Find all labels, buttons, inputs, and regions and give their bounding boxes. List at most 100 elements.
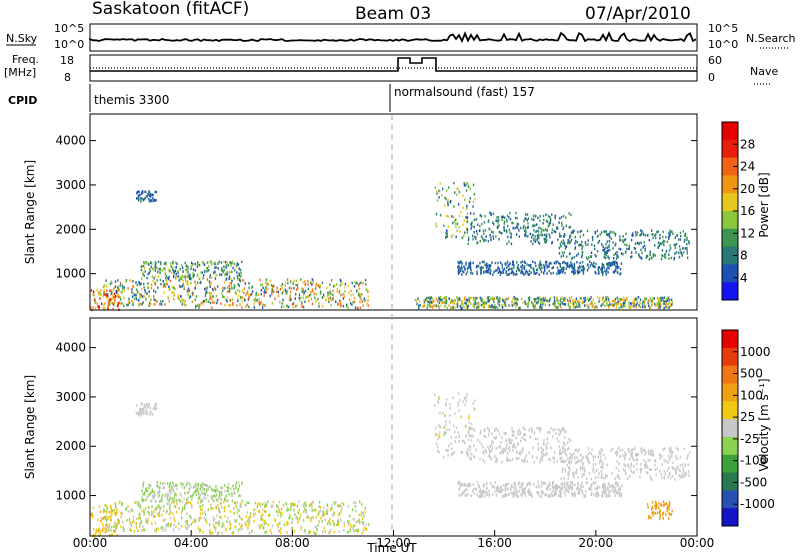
- power-cell: [576, 300, 578, 303]
- colorbar-tick-label: 1000: [740, 345, 771, 359]
- velocity-cell: [286, 509, 288, 512]
- power-cell: [647, 299, 650, 302]
- power-cell: [445, 300, 447, 303]
- power-cell: [142, 271, 144, 274]
- velocity-cell: [215, 521, 217, 525]
- power-cell: [106, 293, 109, 296]
- power-cell: [641, 230, 643, 233]
- velocity-cell: [253, 520, 255, 523]
- power-cell: [545, 299, 548, 302]
- power-cell: [512, 221, 514, 225]
- power-cell: [416, 302, 418, 306]
- velocity-cell: [263, 522, 265, 526]
- velocity-cell: [105, 529, 108, 533]
- power-cell: [679, 238, 681, 241]
- power-cell: [422, 305, 425, 308]
- power-cell: [92, 293, 94, 297]
- velocity-cell: [667, 517, 670, 520]
- power-cell: [473, 305, 475, 308]
- velocity-cell: [198, 493, 200, 496]
- power-cell: [117, 301, 119, 305]
- power-cell: [223, 260, 225, 264]
- velocity-cell: [303, 504, 305, 508]
- power-cell: [446, 235, 449, 238]
- velocity-cell: [347, 530, 349, 534]
- power-cell: [649, 252, 651, 256]
- power-cell: [465, 263, 467, 266]
- power-cell: [521, 264, 524, 267]
- power-cell: [473, 305, 476, 309]
- nsky-label: N.Sky: [6, 32, 38, 45]
- power-cell: [142, 198, 145, 201]
- power-cell: [598, 300, 600, 303]
- power-cell: [260, 289, 263, 292]
- power-cell: [503, 303, 505, 307]
- power-cell: [559, 232, 561, 235]
- power-cell: [654, 234, 656, 238]
- power-cell: [458, 214, 461, 218]
- velocity-cell: [543, 438, 545, 442]
- power-cell: [576, 305, 578, 308]
- power-cell: [499, 297, 501, 300]
- velocity-cell: [240, 505, 242, 508]
- power-cell: [581, 253, 584, 257]
- power-cell: [228, 290, 231, 293]
- velocity-cell: [570, 481, 572, 484]
- velocity-cell: [248, 521, 250, 524]
- power-cell: [367, 289, 369, 293]
- power-cell: [339, 289, 341, 293]
- velocity-cell: [274, 519, 277, 522]
- velocity-cell: [203, 496, 205, 499]
- velocity-cell: [568, 460, 571, 463]
- velocity-cell: [249, 515, 252, 519]
- power-cell: [569, 225, 572, 229]
- power-cell: [157, 270, 159, 274]
- power-cell: [435, 222, 437, 225]
- power-cell: [457, 269, 460, 272]
- power-cell: [537, 299, 539, 302]
- power-cell: [572, 270, 574, 273]
- velocity-cell: [189, 514, 191, 518]
- freq-label: Freq.: [12, 53, 39, 66]
- velocity-cell: [176, 502, 178, 506]
- power-cell: [463, 219, 466, 222]
- velocity-cell: [468, 426, 471, 430]
- power-cell: [178, 279, 180, 282]
- power-cell: [295, 279, 297, 283]
- velocity-cell: [202, 492, 204, 495]
- velocity-cell: [630, 462, 632, 466]
- power-cell: [591, 305, 593, 308]
- velocity-cell: [653, 511, 655, 514]
- power-cell: [455, 235, 457, 239]
- power-cell: [475, 297, 477, 300]
- velocity-cell: [143, 412, 145, 415]
- velocity-cell: [293, 529, 296, 533]
- velocity-cell: [577, 481, 579, 485]
- velocity-cell: [449, 402, 451, 406]
- velocity-cell: [470, 452, 473, 456]
- velocity-cell: [287, 521, 289, 525]
- power-cell: [499, 299, 501, 303]
- velocity-cell: [600, 447, 602, 451]
- power-cell: [609, 264, 612, 268]
- power-cell: [139, 302, 141, 306]
- power-cell: [547, 224, 549, 228]
- power-cell: [536, 268, 538, 271]
- power-cell: [570, 239, 573, 242]
- power-cell: [189, 295, 192, 298]
- power-cell: [475, 265, 478, 269]
- power-cell: [465, 301, 467, 305]
- velocity-cell: [501, 451, 503, 454]
- power-cell: [629, 302, 632, 305]
- time-xlabel: Time UT: [366, 541, 417, 554]
- velocity-cell: [612, 485, 614, 489]
- power-cell: [510, 232, 513, 236]
- power-cell: [483, 271, 485, 274]
- power-cell: [192, 268, 195, 271]
- velocity-cell: [357, 528, 359, 532]
- velocity-cell: [451, 447, 453, 451]
- power-cell: [536, 234, 539, 237]
- power-cell: [556, 298, 558, 301]
- power-cell: [144, 290, 147, 294]
- velocity-cell: [574, 471, 576, 474]
